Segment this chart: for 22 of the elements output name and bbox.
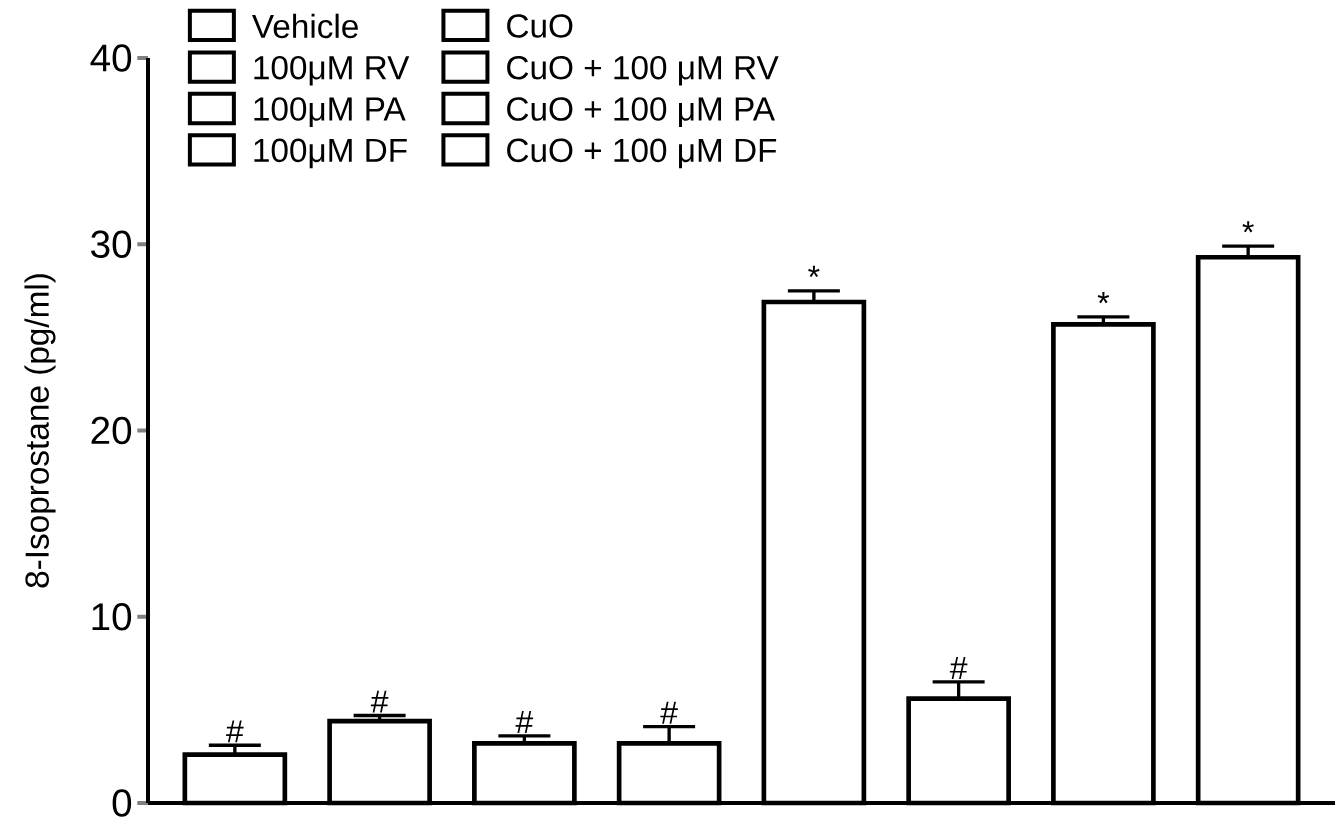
legend-label: 100μM PA — [254, 97, 406, 127]
legend-label: CuO — [507, 14, 573, 38]
data-label: * — [1097, 291, 1110, 304]
legend-label: 100μM RV — [254, 55, 410, 86]
legend-label: 100μM DF — [254, 138, 407, 169]
data-label: # — [949, 657, 968, 679]
legend-label: CuO + 100 μM DF — [507, 138, 777, 169]
y-tick-label: 0 — [112, 789, 132, 817]
y-tick-label: 20 — [91, 416, 132, 445]
y-tick-label: 30 — [91, 230, 132, 258]
y-axis-title: 8-Isoprostane (pg/ml) — [24, 274, 56, 588]
data-label: # — [370, 690, 389, 713]
data-label: # — [515, 711, 534, 734]
data-label: # — [660, 701, 678, 724]
legend-label: Vehicle — [252, 13, 358, 39]
y-tick-label: 10 — [92, 603, 132, 631]
data-label: * — [808, 265, 820, 278]
data-label: * — [1242, 221, 1254, 233]
y-tick-label: 40 — [90, 44, 132, 72]
legend-label: CuO + 100 μM RV — [507, 55, 779, 86]
legend-label: CuO + 100 μM PA — [507, 97, 775, 127]
data-label: # — [226, 720, 244, 743]
